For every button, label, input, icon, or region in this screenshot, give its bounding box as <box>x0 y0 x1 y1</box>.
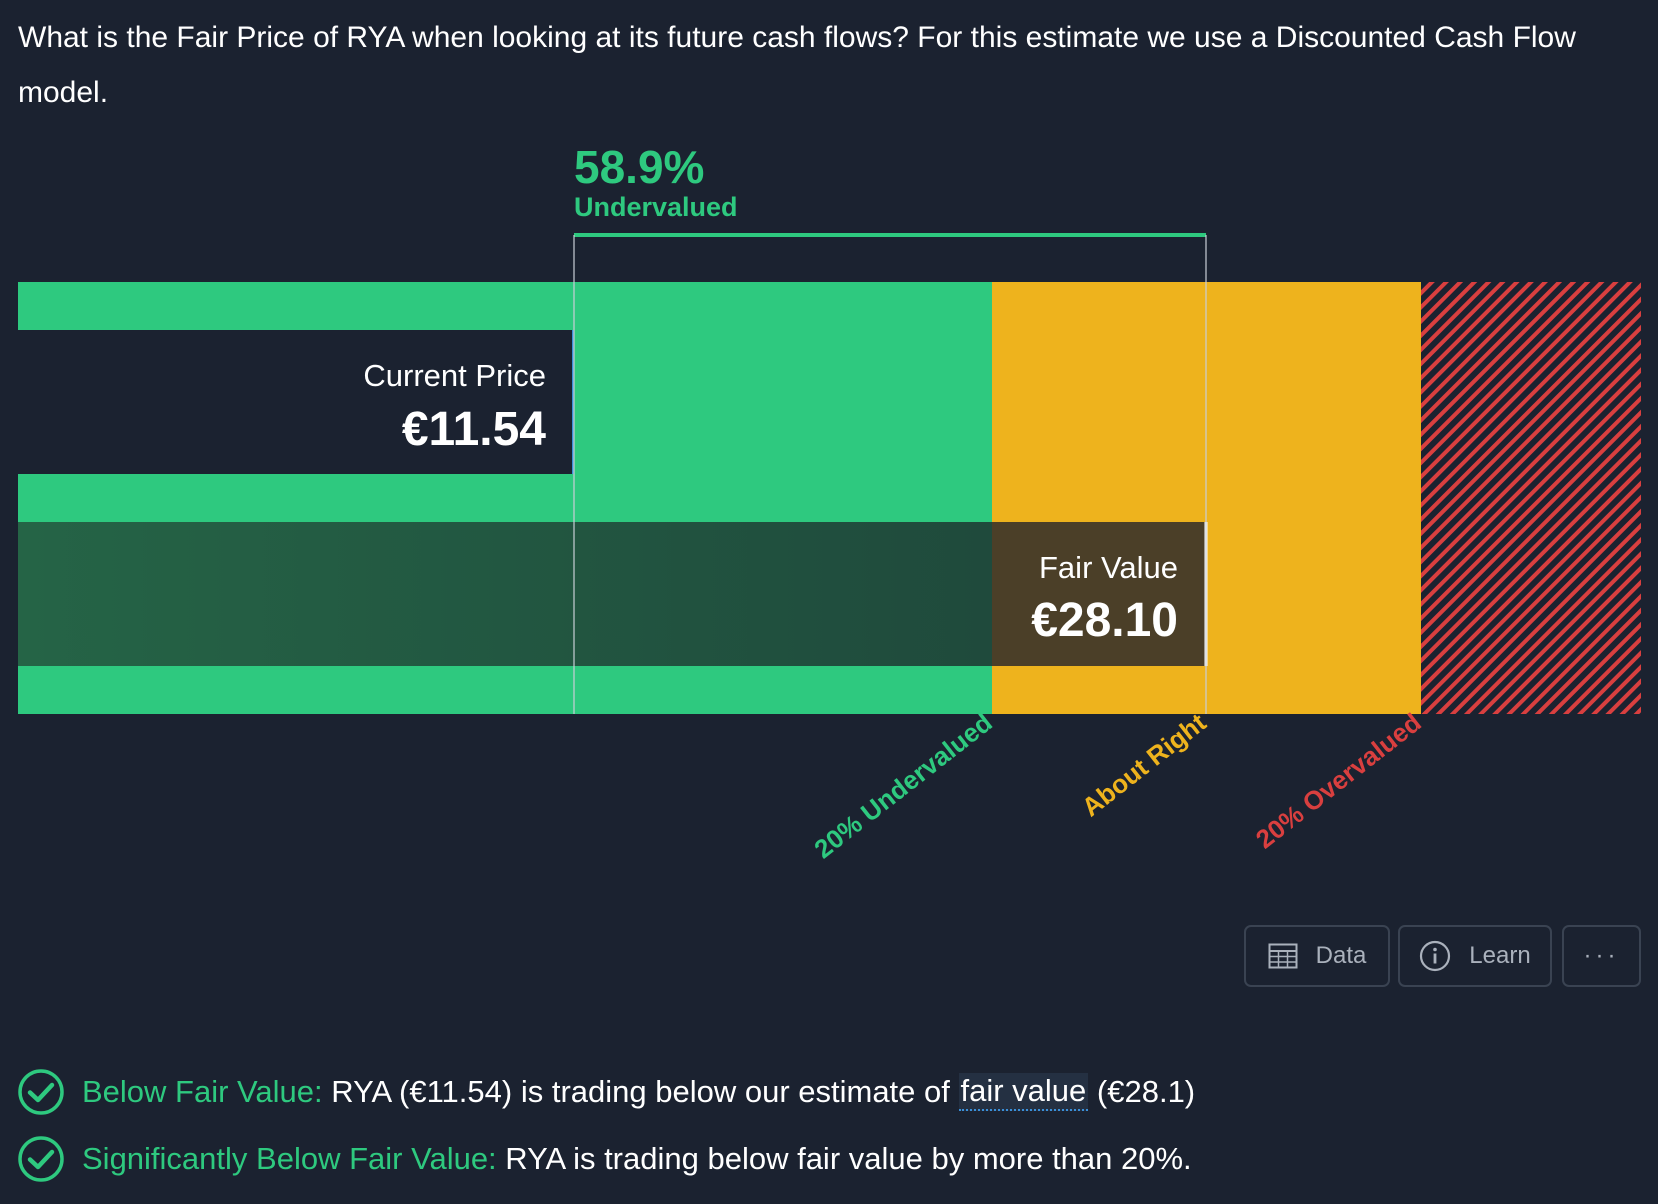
fair-value-link[interactable]: fair value <box>958 1073 1089 1111</box>
check-below-fair-value: Below Fair Value: RYA (€11.54) is tradin… <box>17 1068 1195 1116</box>
learn-button[interactable]: Learn <box>1398 925 1552 987</box>
discount-percent: 58.9% <box>574 141 704 193</box>
check-text: RYA (€11.54) is trading below our estima… <box>322 1074 959 1109</box>
discount-label: Undervalued <box>574 192 738 222</box>
check-text: RYA is trading below fair value by more … <box>496 1141 1192 1176</box>
current-price-value: €11.54 <box>402 403 546 456</box>
table-icon <box>1268 943 1298 969</box>
check-circle-icon <box>18 1069 64 1115</box>
check-title: Significantly Below Fair Value: <box>82 1141 497 1176</box>
more-icon: ··· <box>1583 942 1620 969</box>
fair-value-box <box>992 522 1205 666</box>
check-title: Below Fair Value: <box>82 1074 323 1109</box>
zone-label-undervalued: 20% Undervalued <box>808 707 997 864</box>
data-button[interactable]: Data <box>1244 925 1390 987</box>
data-button-label: Data <box>1315 942 1367 969</box>
check-text-end: (€28.1) <box>1088 1074 1196 1109</box>
info-icon <box>1420 940 1451 972</box>
current-price-bar <box>18 330 574 474</box>
fair-value-bar <box>18 522 992 666</box>
check-circle-icon <box>18 1136 64 1182</box>
more-options-button[interactable]: ··· <box>1562 925 1641 987</box>
overvalued-zone <box>1421 282 1641 714</box>
valuation-chart: Current Price €11.54 Fair Value €28.10 5… <box>18 141 1641 864</box>
fair-value-label: Fair Value <box>1039 550 1178 585</box>
learn-button-label: Learn <box>1469 942 1531 969</box>
zone-label-overvalued: 20% Overvalued <box>1250 707 1427 854</box>
fair-value-value: €28.10 <box>1031 594 1178 647</box>
intro-text: What is the Fair Price of RYA when looki… <box>18 21 1576 109</box>
current-price-label: Current Price <box>363 358 546 393</box>
zone-label-about-right: About Right <box>1076 707 1212 822</box>
check-significantly-below: Significantly Below Fair Value: RYA is t… <box>17 1135 1192 1183</box>
